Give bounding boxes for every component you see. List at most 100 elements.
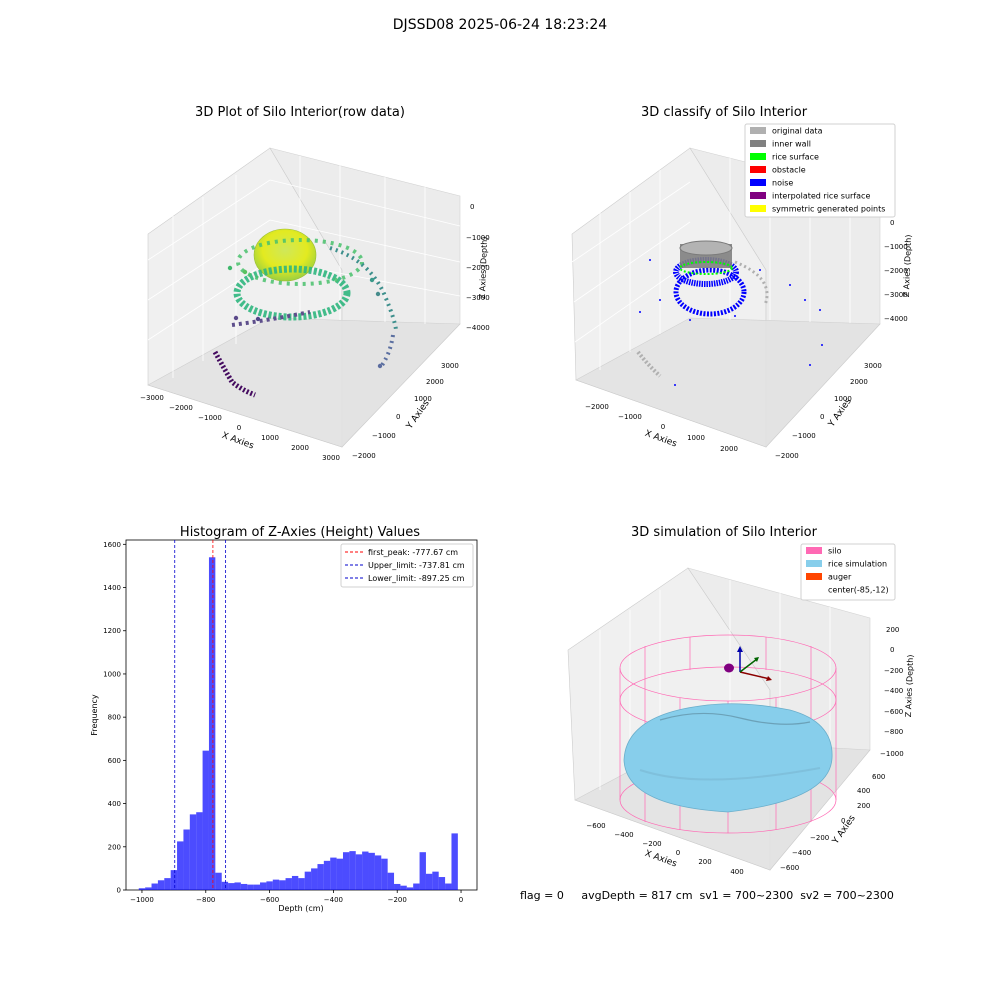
histogram-bar bbox=[228, 883, 235, 890]
histogram-bar bbox=[291, 875, 299, 890]
panel4-z-tick: −200 bbox=[884, 667, 903, 675]
panel1-point bbox=[227, 265, 233, 271]
histogram-bar bbox=[349, 851, 356, 890]
y-tick-label: 400 bbox=[108, 800, 121, 808]
panel1-title: 3D Plot of Silo Interior(row data) bbox=[195, 105, 405, 120]
histogram-bar bbox=[419, 852, 426, 890]
histogram-bar bbox=[202, 750, 209, 890]
panel2-y-tick: −2000 bbox=[775, 452, 799, 460]
status-footer: flag = 0 avgDepth = 817 cm sv1 = 700~230… bbox=[520, 889, 894, 902]
panel4-auger bbox=[724, 646, 772, 681]
histogram-bar bbox=[151, 883, 158, 890]
panel2-original-tail bbox=[636, 350, 662, 378]
panel1-z-tick: −2000 bbox=[466, 264, 490, 272]
histogram-bar bbox=[311, 868, 318, 890]
panel4-auger-marker bbox=[724, 663, 734, 673]
panel4-rice-surface bbox=[623, 703, 833, 813]
legend-swatch bbox=[806, 573, 822, 580]
panel2-noise-point bbox=[689, 319, 691, 321]
legend-label: Upper_limit: -737.81 cm bbox=[368, 561, 465, 570]
panel1-point bbox=[233, 315, 239, 321]
panel1-x-tick: 0 bbox=[237, 424, 241, 432]
x-tick-label: 0 bbox=[459, 896, 463, 904]
panel4-x-tick: −200 bbox=[642, 840, 661, 848]
x-tick-label: −200 bbox=[388, 896, 407, 904]
panel1-point bbox=[255, 316, 261, 322]
histogram-bar bbox=[253, 884, 261, 890]
histogram-bar bbox=[387, 872, 395, 890]
y-tick-label: 0 bbox=[117, 887, 121, 895]
panel3-x-label: Depth (cm) bbox=[278, 904, 323, 913]
panel1-floor-pane bbox=[147, 317, 461, 448]
panel2-z-ticks: 0 −1000 −2000 −3000 −4000 bbox=[884, 219, 908, 323]
panel3-y-label: Frequency bbox=[90, 694, 99, 736]
panel4-y-tick: −600 bbox=[780, 864, 799, 872]
x-tick-label: −1000 bbox=[130, 896, 154, 904]
histogram-bar bbox=[266, 881, 273, 890]
figure-title: DJSSD08 2025-06-24 18:23:24 bbox=[392, 17, 608, 33]
panel3-title: Histogram of Z-Axies (Height) Values bbox=[180, 525, 420, 540]
histogram-bar bbox=[208, 557, 216, 890]
y-tick-label: 1000 bbox=[103, 670, 121, 678]
panel4-x-label: X Axies bbox=[643, 849, 678, 870]
panel4-legend: silo rice simulation auger center(-85,-12) bbox=[800, 543, 896, 601]
panel1-point bbox=[242, 269, 248, 275]
legend-label: center(-85,-12) bbox=[828, 586, 889, 595]
panel1-x-tick: −2000 bbox=[169, 404, 193, 412]
panel4-x-tick: −400 bbox=[614, 831, 633, 839]
histogram-bar bbox=[368, 852, 375, 890]
panel1-x-tick: −1000 bbox=[198, 414, 222, 422]
panel2-noise-point bbox=[821, 344, 823, 346]
legend-label: rice simulation bbox=[828, 560, 887, 569]
panel2-y-tick: 1000 bbox=[834, 395, 852, 403]
histogram-bar bbox=[215, 872, 222, 890]
histogram-bar bbox=[279, 880, 286, 890]
legend-swatch bbox=[806, 547, 822, 554]
legend-label: first_peak: -777.67 cm bbox=[368, 548, 458, 557]
panel4-y-tick: −200 bbox=[810, 834, 829, 842]
panel2-y-tick: 3000 bbox=[864, 362, 882, 370]
panel4-y-tick: 200 bbox=[857, 802, 870, 810]
panel1-tail bbox=[212, 350, 256, 398]
panel1-y-tick: 0 bbox=[396, 413, 400, 421]
panel3-x-ticks: −1000 −800 −600 −400 −200 0 bbox=[130, 890, 463, 904]
panel1-arc-right bbox=[329, 246, 398, 331]
panel1-y-tick: −1000 bbox=[372, 432, 396, 440]
panel2-noise-point bbox=[659, 299, 661, 301]
panel1-x-tick: −3000 bbox=[140, 394, 164, 402]
y-tick-label: 1200 bbox=[103, 627, 121, 635]
panel4-rice-body bbox=[623, 703, 833, 813]
histogram-bar bbox=[342, 852, 350, 890]
panel2-noise-point bbox=[789, 284, 791, 286]
panel1-y-tick: 1000 bbox=[414, 395, 432, 403]
panel4-z-label: Z Axies (Depth) bbox=[904, 654, 915, 717]
panel4-x-ticks: −600 −400 −200 0 200 400 bbox=[586, 822, 743, 876]
panel2-noise-ring bbox=[673, 267, 747, 317]
panel2-legend: original data inner wall rice surface obsta… bbox=[744, 123, 896, 218]
panel2-noise-point bbox=[649, 259, 651, 261]
panel2-scatter-points bbox=[636, 240, 823, 386]
panel4-y-tick: 600 bbox=[872, 773, 885, 781]
y-tick-label: 1600 bbox=[103, 541, 121, 549]
legend-label: obstacle bbox=[772, 166, 806, 175]
histogram-bar bbox=[413, 883, 420, 890]
panel2-noise-point bbox=[639, 311, 641, 313]
panel4-x-tick: 200 bbox=[698, 858, 711, 866]
panel1-z-tick: −3000 bbox=[466, 294, 490, 302]
legend-label: silo bbox=[828, 547, 842, 556]
panel2-x-tick: −2000 bbox=[585, 403, 609, 411]
panel1-ring-lower bbox=[233, 265, 351, 321]
panel1-rice-blob bbox=[253, 228, 317, 282]
panel4-y-tick: 400 bbox=[857, 787, 870, 795]
panel1-x-tick: 3000 bbox=[322, 454, 340, 462]
histogram-bar bbox=[330, 857, 337, 890]
panel1-ring-upper bbox=[236, 238, 364, 286]
panel2-3d-axes: −2000 −1000 0 1000 2000 X Axies −2000 −1… bbox=[571, 123, 913, 460]
panel1-grid bbox=[147, 156, 461, 378]
panel1-z-tick: 0 bbox=[470, 203, 474, 211]
histogram-bar bbox=[438, 877, 446, 890]
panel2-noise-point bbox=[674, 384, 676, 386]
panel4-title: 3D simulation of Silo Interior bbox=[631, 525, 818, 540]
panel3-bars bbox=[138, 557, 458, 890]
